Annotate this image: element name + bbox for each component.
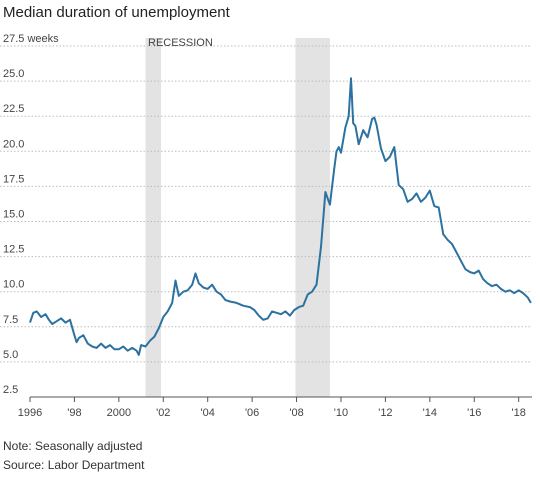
y-tick-label: 22.5	[3, 103, 24, 115]
note-text: Note: Seasonally adjusted	[3, 439, 142, 453]
series-line-0	[29, 77, 532, 356]
y-tick-label: 5.0	[3, 349, 18, 361]
x-tick-label: '04	[201, 407, 215, 419]
x-tick-label: '14	[423, 407, 437, 419]
x-tick-label: '06	[245, 407, 259, 419]
recession-label: RECESSION	[148, 37, 213, 49]
series-layer	[29, 77, 532, 356]
recession-bands	[145, 38, 330, 397]
recession-band-0	[145, 38, 162, 397]
x-axis-ticks: 1996 '98 2000 '02 '04 '06 '08 '10 '12 '14 '16 '18	[18, 397, 526, 419]
y-tick-label: 12.5	[3, 244, 24, 256]
chart-title: Median duration of unemployment	[3, 4, 231, 21]
gridlines	[0, 45, 532, 398]
x-tick-label: 2000	[107, 407, 131, 419]
y-tick-label: 20.0	[3, 138, 24, 150]
y-tick-label: 15.0	[3, 209, 24, 221]
source-text: Source: Labor Department	[3, 458, 145, 472]
y-tick-label: 10.0	[3, 279, 24, 291]
x-tick-label: '12	[378, 407, 392, 419]
x-tick-label: '16	[467, 407, 481, 419]
y-tick-label: 2.5	[3, 384, 18, 396]
recession-band-1	[295, 38, 330, 397]
x-tick-label: '08	[289, 407, 303, 419]
x-tick-label: 1996	[18, 407, 42, 419]
y-tick-label: 25.0	[3, 68, 24, 80]
y-tick-label: 17.5	[3, 173, 24, 185]
x-tick-label: '18	[512, 407, 526, 419]
x-tick-label: '02	[156, 407, 170, 419]
x-tick-label: '10	[334, 407, 348, 419]
x-tick-label: '98	[67, 407, 81, 419]
y-tick-label: 27.5 weeks	[3, 33, 59, 45]
y-tick-label: 7.5	[3, 314, 18, 326]
y-axis-ticks: 27.5 weeks 25.0 22.5 20.0 17.5 15.0 12.5 10.0 7.…	[3, 33, 59, 396]
